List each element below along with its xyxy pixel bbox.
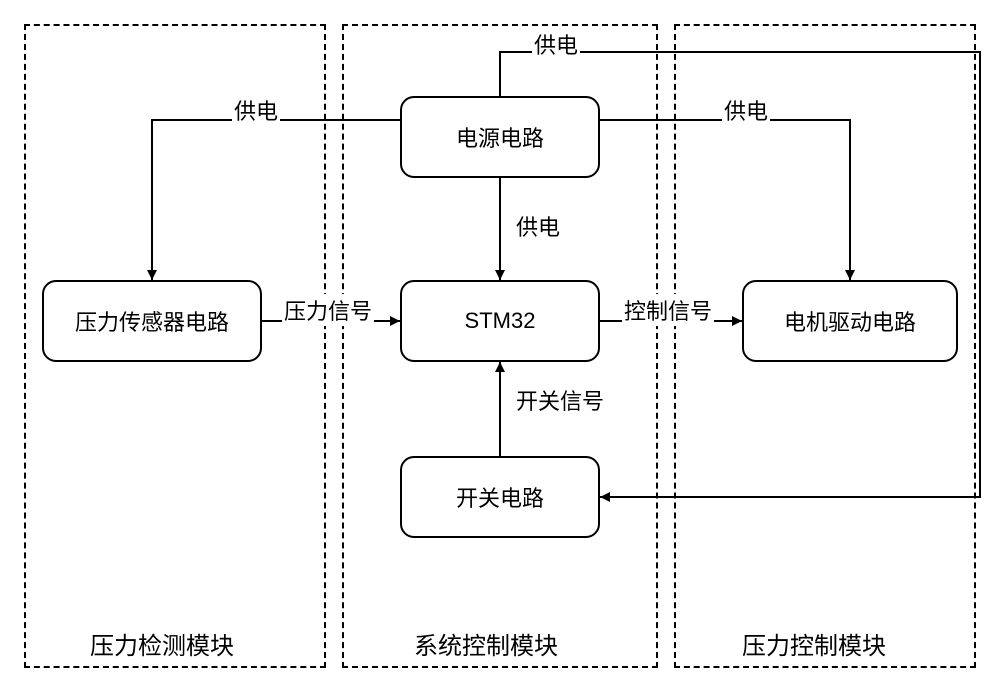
node-switch-label: 开关电路 [456,481,544,513]
node-sensor-label: 压力传感器电路 [75,305,229,337]
module-system-label: 系统控制模块 [414,626,558,661]
module-control-label: 压力控制模块 [742,626,886,661]
node-power-label: 电源电路 [456,121,544,153]
node-sensor: 压力传感器电路 [42,280,262,362]
module-detect-label: 压力检测模块 [90,626,234,661]
node-switch: 开关电路 [400,456,600,538]
edge-label-sensor-stm32: 压力信号 [282,294,374,326]
node-power: 电源电路 [400,96,600,178]
edge-label-power-stm32: 供电 [514,210,562,242]
edge-label-power-driver: 供电 [722,94,770,126]
diagram-canvas: 压力检测模块 系统控制模块 压力控制模块 电源电路 STM32 开关电路 压力传… [0,0,1000,692]
node-stm32: STM32 [400,280,600,362]
edge-label-switch-stm32: 开关信号 [514,384,606,416]
edge-label-power-switch: 供电 [532,28,580,60]
node-driver-label: 电机驱动电路 [784,305,916,337]
edge-label-stm32-driver: 控制信号 [622,294,714,326]
node-stm32-label: STM32 [465,308,536,334]
edge-label-power-sensor: 供电 [232,94,280,126]
node-driver: 电机驱动电路 [742,280,958,362]
